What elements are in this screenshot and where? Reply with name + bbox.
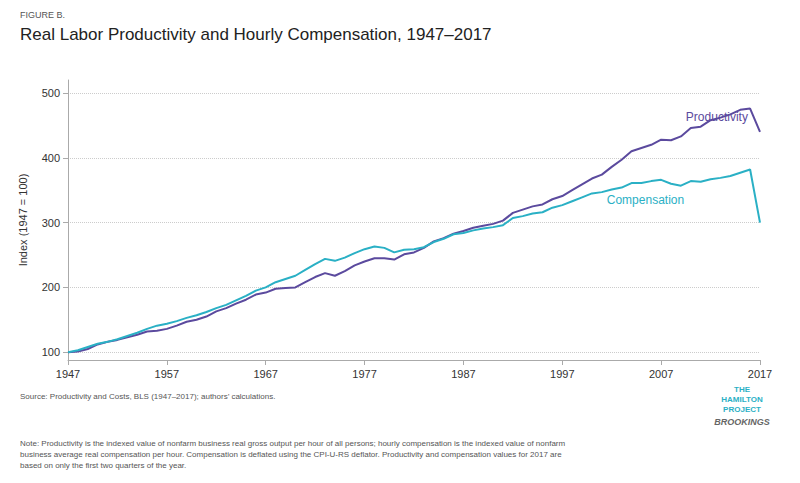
svg-text:400: 400 [42, 152, 60, 164]
svg-text:Source: Productivity and Costs: Source: Productivity and Costs, BLS (194… [20, 392, 275, 401]
svg-text:business average real compensa: business average real compensation per h… [20, 450, 562, 459]
svg-text:100: 100 [42, 346, 60, 358]
svg-text:PROJECT: PROJECT [723, 405, 761, 414]
svg-text:1987: 1987 [451, 368, 475, 380]
svg-text:200: 200 [42, 281, 60, 293]
svg-text:2017: 2017 [748, 368, 772, 380]
svg-text:Productivity: Productivity [686, 110, 748, 124]
svg-text:THE: THE [734, 385, 751, 394]
svg-text:based on only the first two qu: based on only the first two quarters of … [20, 461, 186, 470]
svg-text:1977: 1977 [352, 368, 376, 380]
svg-text:BROOKINGS: BROOKINGS [714, 417, 770, 427]
svg-text:500: 500 [42, 87, 60, 99]
svg-text:FIGURE B.: FIGURE B. [20, 10, 65, 20]
svg-text:300: 300 [42, 217, 60, 229]
svg-text:Real Labor Productivity and Ho: Real Labor Productivity and Hourly Compe… [20, 25, 492, 44]
svg-text:1957: 1957 [155, 368, 179, 380]
svg-text:1947: 1947 [56, 368, 80, 380]
svg-text:HAMILTON: HAMILTON [721, 395, 763, 404]
svg-text:Index (1947 = 100): Index (1947 = 100) [17, 174, 29, 267]
svg-text:Compensation: Compensation [607, 193, 684, 207]
svg-text:1967: 1967 [253, 368, 277, 380]
svg-text:Note: Productivity is the inde: Note: Productivity is the indexed value … [20, 439, 566, 448]
svg-text:2007: 2007 [649, 368, 673, 380]
svg-text:1997: 1997 [550, 368, 574, 380]
